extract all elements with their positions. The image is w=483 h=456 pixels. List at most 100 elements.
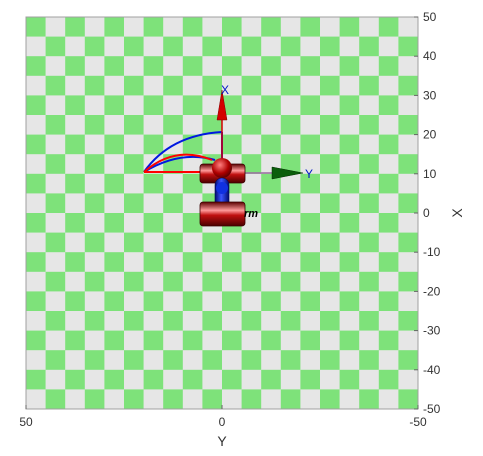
floor-tile [300, 75, 321, 96]
floor-tile [378, 173, 399, 194]
joint-1 [212, 158, 232, 178]
floor-tile [378, 369, 399, 390]
floor-tile [261, 252, 282, 273]
floor-tile [300, 95, 321, 116]
frame-x-label: X [221, 83, 229, 97]
floor-tile [339, 56, 360, 77]
floor-tile [280, 369, 301, 390]
floor-tile [280, 17, 301, 37]
floor-tile [320, 115, 340, 135]
floor-tile [143, 75, 164, 96]
floor-tile [163, 173, 184, 194]
floor-tile [26, 311, 46, 331]
horizontal-axis-ticks: 50 0 -50 [19, 405, 427, 429]
floor-tile [222, 369, 242, 390]
floor-tile [65, 95, 86, 116]
floor-tile [124, 17, 144, 37]
floor-tile [261, 173, 282, 194]
floor-tile [143, 350, 164, 371]
floor-tile [320, 213, 340, 233]
floor-tile [261, 134, 282, 155]
floor-tile [241, 17, 262, 37]
floor-tile [45, 56, 66, 77]
floor-tile [378, 389, 399, 410]
floor-tile [261, 232, 282, 253]
floor-tile [359, 75, 380, 96]
x-axis-arrowhead [216, 89, 228, 121]
floor-tile [65, 389, 86, 410]
vertical-tick-label: 20 [423, 128, 437, 142]
floor-tile [124, 291, 144, 312]
floor-tile [84, 134, 105, 155]
floor-tile [65, 173, 86, 194]
floor-tile [261, 330, 282, 351]
floor-tile [143, 173, 164, 194]
floor-tile [202, 330, 223, 351]
floor-tile [124, 193, 144, 214]
floor-tile [222, 17, 242, 37]
floor-tile [65, 311, 86, 331]
floor-tile [339, 369, 360, 390]
floor-tile [45, 173, 66, 194]
floor-tile [378, 95, 399, 116]
vertical-tick-label: 50 [423, 10, 437, 24]
floor-tile [124, 134, 144, 155]
vertical-tick-label: 10 [423, 167, 437, 181]
horizontal-tick-label: 0 [219, 415, 226, 429]
floor-tile [26, 389, 46, 410]
floor-tile [26, 369, 46, 390]
floor-tile [280, 291, 301, 312]
floor-tile [339, 311, 360, 331]
floor-tile [339, 389, 360, 410]
floor-tile [202, 17, 223, 37]
floor-tile [339, 330, 360, 351]
floor-tile [398, 271, 419, 292]
floor-tile [104, 56, 125, 77]
floor-tile [104, 350, 125, 371]
floor-tile [45, 389, 66, 410]
floor-tile [378, 17, 399, 37]
robot-model[interactable]: rm [199, 158, 258, 227]
floor-tile [320, 369, 340, 390]
floor-tile [202, 369, 223, 390]
floor-tile [65, 291, 86, 312]
floor-tile [222, 36, 242, 57]
floor-tile [84, 56, 105, 77]
floor-tile [378, 193, 399, 214]
floor-tile [182, 232, 203, 253]
floor-tile [320, 389, 340, 410]
floor-tile [398, 95, 419, 116]
floor-tile [45, 213, 66, 233]
floor-tile [378, 154, 399, 175]
floor-tile [280, 56, 301, 77]
floor-tile [84, 213, 105, 233]
floor-tile [163, 193, 184, 214]
floor-tile [182, 330, 203, 351]
floor-tile [359, 350, 380, 371]
floor-tile [182, 56, 203, 77]
floor-tile [359, 232, 380, 253]
floor-tile [280, 75, 301, 96]
floor-tile [378, 134, 399, 155]
floor-tile [300, 350, 321, 371]
floor-tile [26, 154, 46, 175]
floor-tile [359, 56, 380, 77]
floor-tile [182, 95, 203, 116]
floor-tile [143, 134, 164, 155]
floor-tile [398, 389, 419, 410]
floor-tile [182, 311, 203, 331]
floor-tile [45, 369, 66, 390]
floor-tile [378, 330, 399, 351]
horizontal-tick-label: 50 [19, 415, 33, 429]
floor-tile [182, 350, 203, 371]
floor-tile [124, 154, 144, 175]
floor-tile [300, 17, 321, 37]
floor-tile [104, 173, 125, 194]
floor-tile [359, 252, 380, 273]
floor-tile [45, 193, 66, 214]
floor-tile [124, 252, 144, 273]
floor-tile [143, 95, 164, 116]
floor-tile [339, 154, 360, 175]
floor-tile [222, 271, 242, 292]
